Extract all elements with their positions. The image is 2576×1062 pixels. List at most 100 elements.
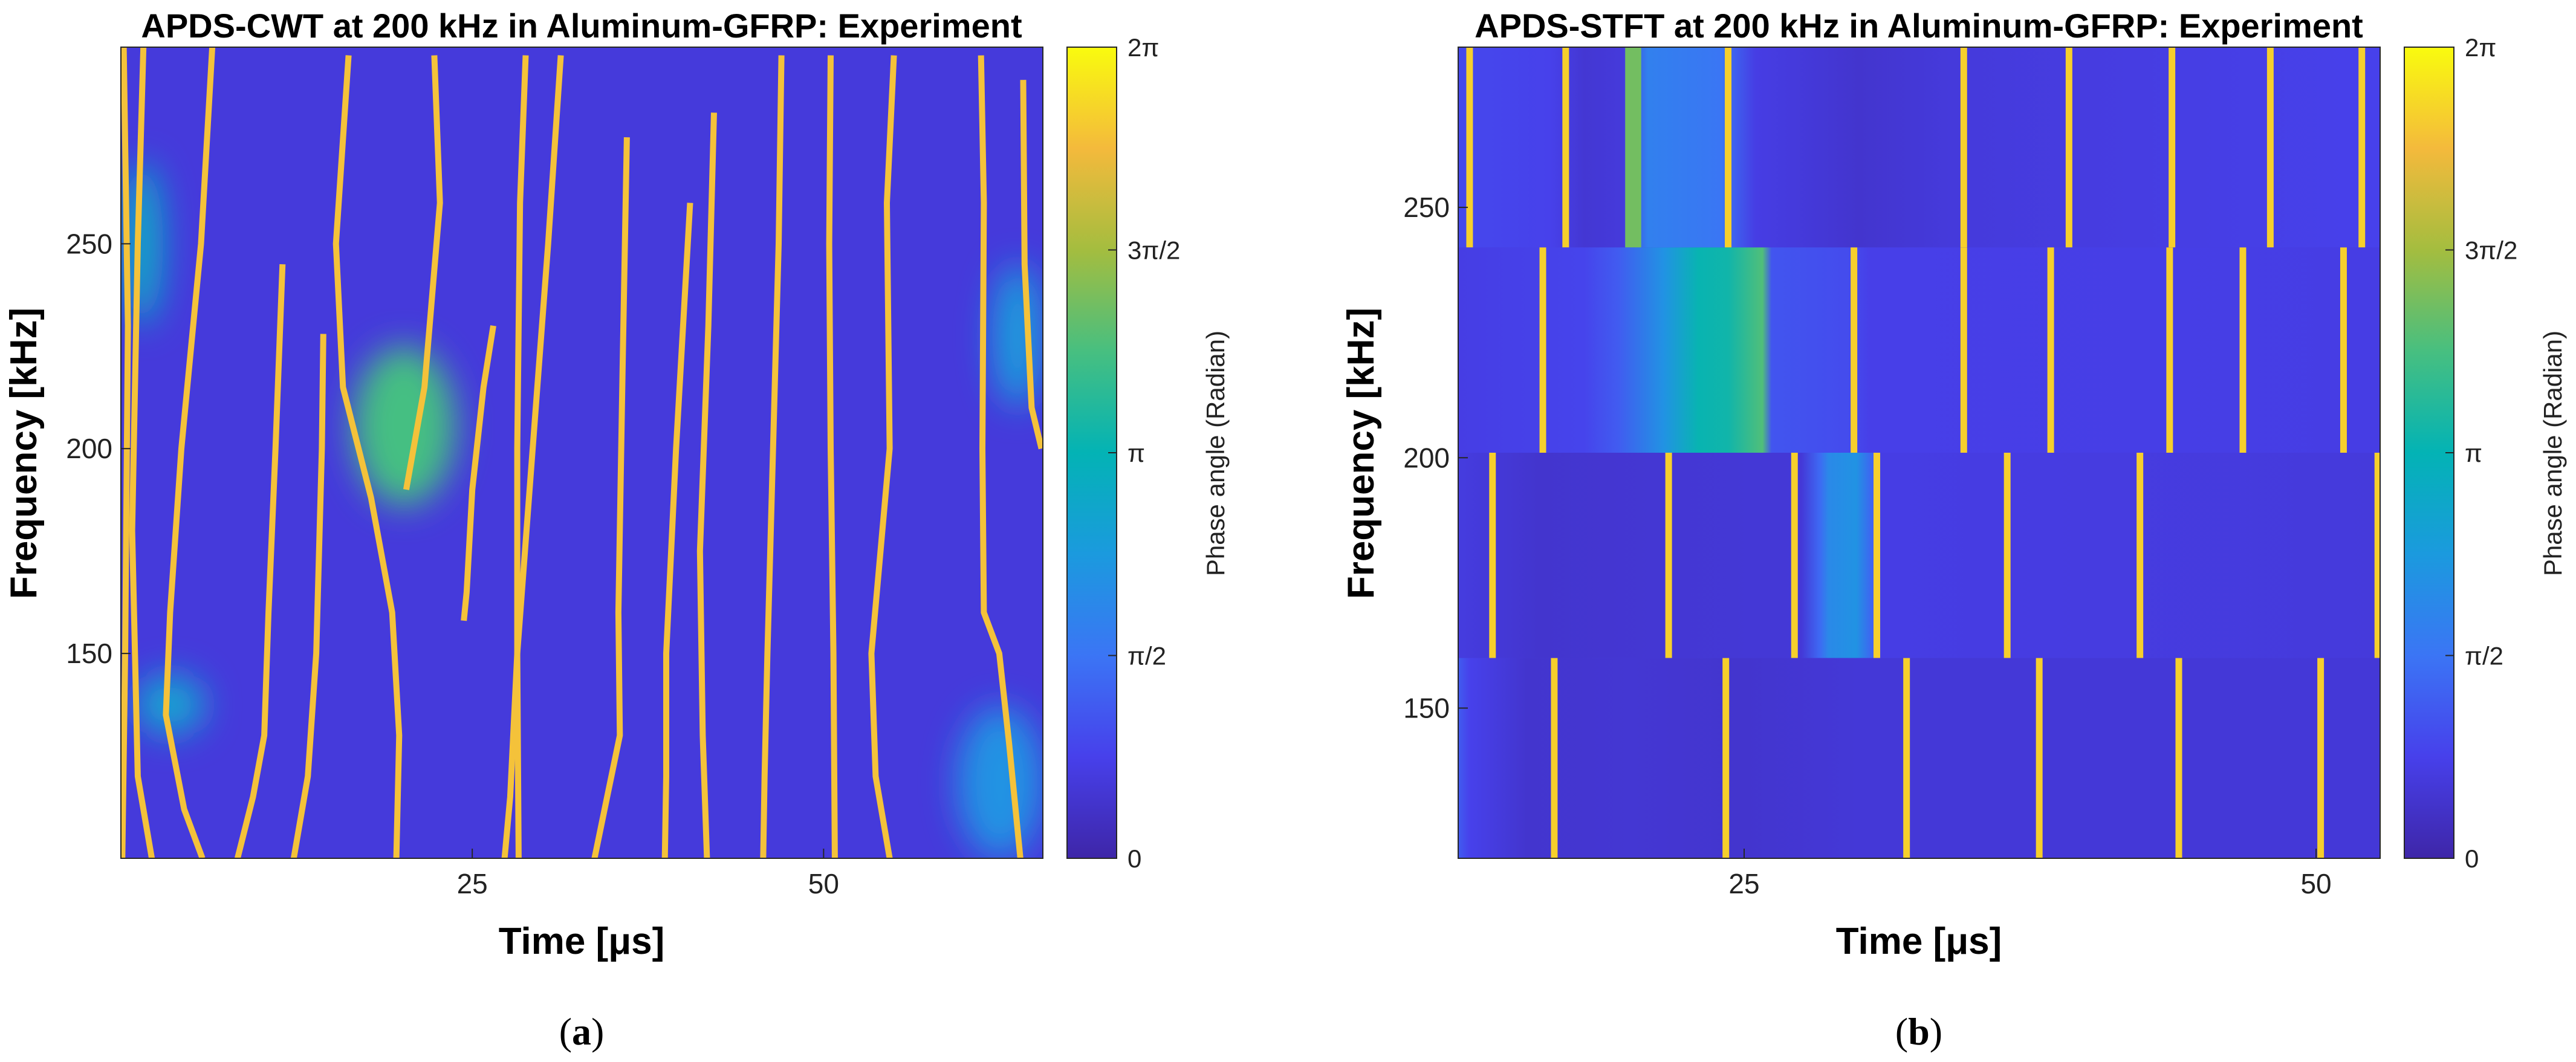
colorbar-tick-label: 2π [1127,33,1159,62]
panel-b-colorbar-ticks: 0 π/2 π 3π/2 2π [2445,33,2517,873]
colorbar-tick-label: 2π [2465,33,2496,62]
panel-a-plot-frame [120,47,1043,859]
colorbar-tick-label: 3π/2 [2465,236,2517,265]
colorbar-tick-label: π [2465,439,2482,467]
phase-region [352,346,456,507]
stft-wrap-line [1539,247,1546,453]
stft-wrap-line [2047,247,2054,453]
stft-wrap-line [2036,658,2043,858]
phase-wrap-line [661,202,693,858]
phase-wrap-line [591,137,630,858]
phase-wrap-line [978,55,1024,858]
panel-b-sublabel: (b) [1895,1010,1942,1053]
colorbar-tick-label: π [1127,439,1145,467]
panel-b-sublabel-letter: b [1908,1010,1930,1053]
phase-wrap-line [1020,80,1043,450]
stft-wrap-line [1791,453,1798,658]
panel-b-colorbar-label: Phase angle (Radian) [2539,331,2567,576]
phase-wrap-line [760,55,785,858]
panel-a-colorbar-ticks: 0 π/2 π 3π/2 2π [1108,33,1180,873]
colorbar-tick-label: 0 [2465,844,2479,873]
stft-wrap-line [1873,453,1880,658]
panel-a: APDS-CWT at 200 kHz in Aluminum-GFRP: Ex… [3,7,1230,1053]
phase-region [992,264,1043,408]
panel-a-colorbar: 0 π/2 π 3π/2 2π Phase angle (Radian) [1066,33,1230,873]
stft-band [1458,658,2380,858]
phase-wrap-line [696,112,717,858]
phase-wrap-line [129,47,155,858]
panel-b-bands [1458,47,2380,858]
panel-a-plot-bg [121,47,1043,858]
stft-wrap-line [1903,658,1910,858]
stft-wrap-line [2175,658,2182,858]
phase-wrap-line [121,47,131,858]
stft-wrap-line [1722,658,1730,858]
phase-wrap-line [501,55,564,858]
panel-a-sublabel-letter: a [572,1010,591,1053]
phase-wrap-line [868,55,897,858]
panel-b-xlabel: Time [μs] [1836,921,2002,962]
stft-band [1458,247,2380,453]
stft-warm-segment [1625,47,1641,248]
stft-wrap-line [1851,247,1858,453]
y-tick-label: 200 [1403,442,1450,473]
colorbar-tick-label: 3π/2 [1127,236,1180,265]
phase-wrap-line [403,55,443,490]
phase-wrap-line [235,264,286,858]
stft-wrap-line [2340,247,2347,453]
panel-a-colorbar-label: Phase angle (Radian) [1201,331,1230,576]
panel-a-phase-regions [121,161,1043,858]
panel-b-title: APDS-STFT at 200 kHz in Aluminum-GFRP: E… [1475,7,2363,45]
phase-region [121,161,163,326]
panel-b-y-ticks: 150 200 250 [1403,192,1468,724]
stft-wrap-line [2136,453,2144,658]
panel-a-sublabel: (a) [559,1010,605,1053]
stft-band [1458,47,2380,248]
x-tick-label: 25 [457,868,488,899]
phase-wrap-line [461,325,496,621]
stft-wrap-line [2003,453,2011,658]
stft-wrap-line [1665,453,1672,658]
stft-wrap-line [2166,247,2173,453]
y-tick-label: 150 [66,638,112,669]
panel-a-title: APDS-CWT at 200 kHz in Aluminum-GFRP: Ex… [141,7,1022,45]
phase-region [957,707,1043,858]
phase-wrap-line [333,55,403,858]
panel-b-plot-frame [1458,47,2381,859]
phase-wrap-line [826,55,838,858]
stft-wrap-line [1551,658,1558,858]
colorbar-tick-label: 0 [1127,844,1141,873]
panel-a-wrap-lines [121,47,1043,858]
phase-wrap-line [290,334,326,858]
panel-a-x-ticks: 25 50 [457,849,839,899]
stft-wrap-line [2317,658,2325,858]
panel-b: APDS-STFT at 200 kHz in Aluminum-GFRP: E… [1340,7,2567,1053]
y-tick-label: 250 [66,228,112,259]
x-tick-label: 50 [808,868,839,899]
x-tick-label: 50 [2300,868,2331,899]
panel-b-colorbar: 0 π/2 π 3π/2 2π Phase angle (Radian) [2404,33,2567,873]
y-tick-label: 250 [1403,192,1450,223]
stft-wrap-line [2374,453,2380,658]
y-tick-label: 200 [66,433,112,464]
panel-a-ylabel: Frequency [kHz] [3,308,45,599]
y-tick-label: 150 [1403,692,1450,724]
panel-b-ylabel: Frequency [kHz] [1340,308,1382,599]
stft-wrap-line [2358,47,2366,248]
phase-wrap-line [514,55,529,858]
stft-wrap-line [2239,247,2247,453]
colorbar-tick-label: π/2 [1127,642,1166,670]
stft-wrap-line [2065,47,2072,248]
stft-band [1458,453,2380,658]
stft-wrap-line [1562,47,1569,248]
phase-region [135,674,206,736]
panel-a-y-ticks: 150 200 250 [66,228,131,669]
stft-wrap-line [2266,47,2274,248]
stft-wrap-line [1725,47,1732,248]
stft-wrap-line [1466,47,1473,248]
stft-wrap-line [1960,47,1967,248]
colorbar-tick-label: π/2 [2465,642,2503,670]
stft-wrap-line [2169,47,2176,248]
stft-wrap-line [1960,247,1967,453]
